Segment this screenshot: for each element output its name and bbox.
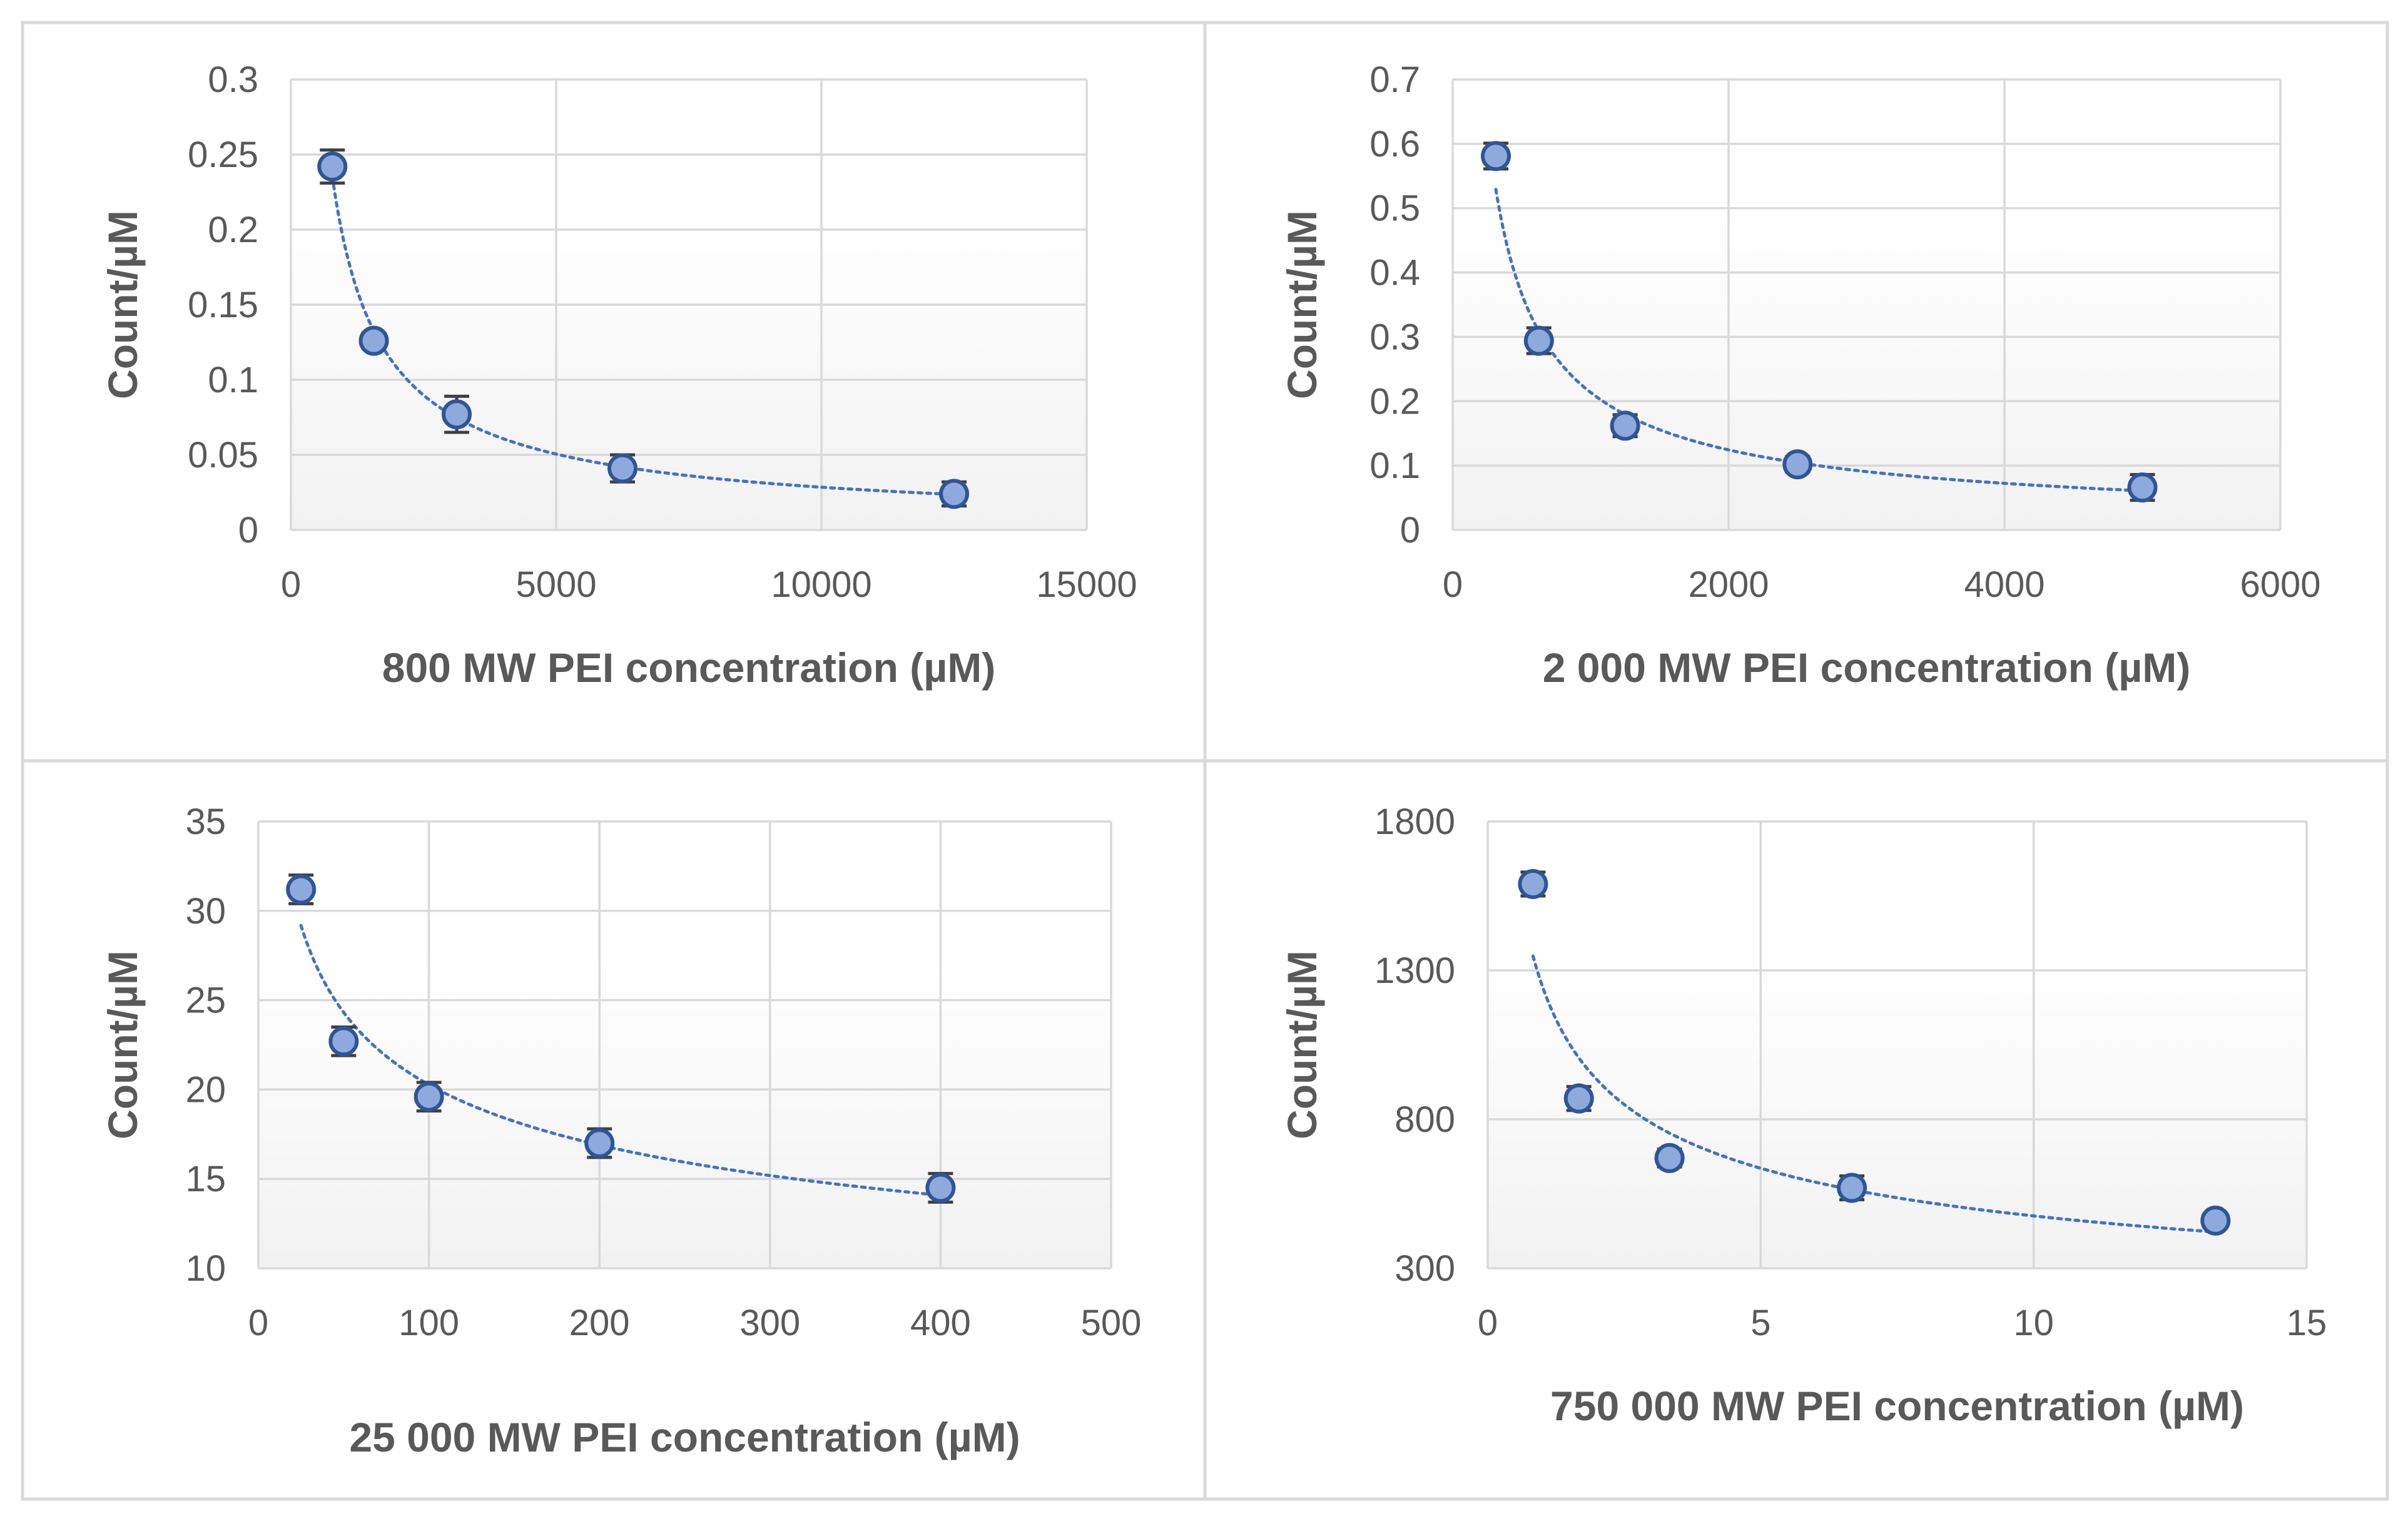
x-tick-label: 6000 [2240,564,2320,605]
y-tick-label: 0.6 [1369,124,1420,165]
data-point [414,1081,444,1112]
x-tick-label: 500 [1081,1303,1142,1343]
data-point [584,1128,615,1159]
y-tick-label: 0.1 [1369,445,1420,486]
x-tick-label: 10000 [771,564,871,605]
y-tick-label: 20 [185,1069,226,1110]
x-tick-label: 100 [399,1303,459,1343]
data-point [442,399,472,430]
x-tick-label: 0 [281,564,301,605]
y-tick-label: 0 [1400,510,1420,551]
y-tick-label: 0.3 [1369,317,1420,357]
data-point [1837,1173,1867,1203]
trendline [1531,954,2217,1234]
chart-panel-1: 0 0.05 0.1 0.15 0.2 0.25 0.3 0 5000 10000 15000 800… [99,59,1137,691]
y-tick-label: 300 [1395,1248,1455,1289]
plot-area [1453,79,2280,530]
data-point [328,1026,359,1057]
x-tick-label: 0 [1443,564,1463,605]
data-point [1481,141,1511,171]
y-tick-label: 30 [185,891,226,932]
y-tick-label: 1800 [1374,801,1455,842]
x-tick-label: 15000 [1036,564,1137,605]
y-tick-label: 0.15 [188,285,258,325]
chart-panel-2: 0 0.1 0.2 0.3 0.4 0.5 0.6 0.7 0 2000 4000 6000 2 000… [1279,59,2321,691]
y-tick-label: 0 [238,510,258,551]
y-tick-label: 0.25 [188,135,258,175]
y-tick-label: 0.3 [208,59,258,100]
y-axis-title: Count/µM [1279,210,1325,399]
data-point [317,151,348,182]
y-tick-label: 0.2 [208,210,258,250]
data-point [2127,472,2158,503]
plot-area [1488,822,2307,1268]
charts: 00.050.10.150.20.250.30 5000 10000 15000800… [99,59,2327,1460]
x-axis-title: 25 000 MW PEI concentration (µM) [349,1414,1020,1460]
x-tick-label: 0 [1478,1303,1498,1343]
data-point [286,874,317,905]
data-point [607,453,638,484]
y-axis-title: Count/µM [99,210,146,399]
y-tick-label: 0.5 [1369,188,1420,229]
y-tick-label: 800 [1395,1099,1455,1140]
data-point [2200,1205,2231,1236]
y-tick-label: 0.7 [1369,59,1420,100]
x-axis-title: 2 000 MW PEI concentration (µM) [1543,644,2191,691]
x-tick-label: 2000 [1688,564,1769,605]
y-tick-label: 10 [185,1248,226,1289]
data-point [1610,410,1640,441]
plot-area [258,822,1111,1268]
data-point [1518,868,1548,899]
x-tick-label: 400 [910,1303,971,1343]
chart-panel-4: 300 800 1300 1800 0 5 10 15 750 000 MW PEI conce… [1279,801,2327,1429]
x-axis-title: 750 000 MW PEI concentration (µM) [1550,1383,2244,1429]
y-tick-label: 25 [185,980,226,1021]
y-axis-title: Count/µM [1279,950,1325,1139]
y-tick-label: 0.4 [1369,253,1420,293]
y-tick-label: 0.1 [208,360,258,400]
y-tick-label: 0.05 [188,435,258,476]
y-tick-label: 15 [185,1159,226,1199]
data-point [1782,449,1813,480]
data-point [1654,1142,1685,1173]
x-tick-label: 0 [248,1303,268,1343]
data-point [1563,1083,1594,1114]
x-tick-label: 5 [1750,1303,1770,1343]
x-tick-label: 300 [739,1303,800,1343]
x-tick-label: 5000 [516,564,596,605]
data-point [925,1173,956,1203]
x-tick-label: 4000 [1964,564,2045,605]
y-axis-title: Count/µM [99,950,146,1139]
y-tick-label: 35 [185,801,226,842]
chart-panel-3: 10 15 20 25 30 35 0 100 200 300 400 500 25 000 MW PE… [99,801,1141,1460]
y-tick-label: 0.2 [1369,381,1420,422]
x-tick-label: 10 [2013,1303,2054,1343]
x-tick-label: 15 [2287,1303,2327,1343]
data-point [1523,325,1554,356]
x-tick-label: 200 [569,1303,630,1343]
data-point [939,479,969,509]
x-axis-title: 800 MW PEI concentration (µM) [382,644,995,691]
y-tick-label: 1300 [1374,950,1455,991]
data-point [358,325,389,356]
